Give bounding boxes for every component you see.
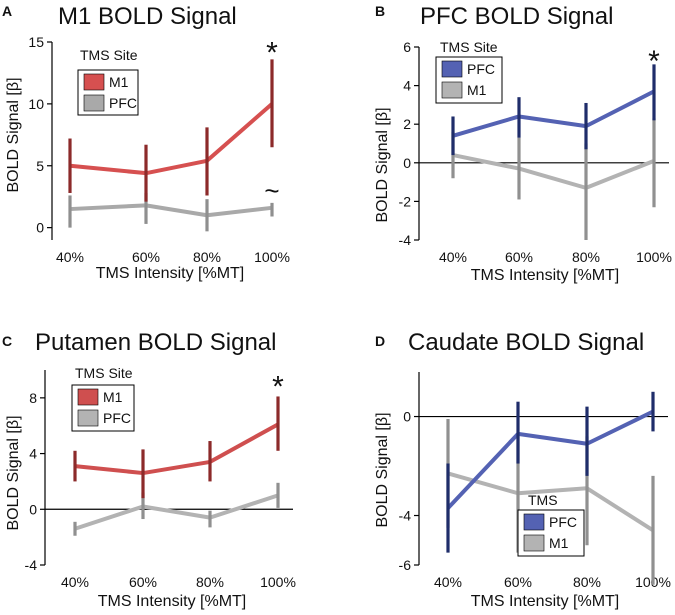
y-tick-label-d-2: 0 — [403, 409, 411, 425]
x-axis-label-a: TMS Intensity [%MT] — [96, 265, 244, 282]
legend-label-a-pfc: PFC — [109, 95, 137, 111]
series-line-d-pfc — [446, 409, 654, 510]
y-tick-label-b-2: 0 — [403, 155, 411, 171]
y-tick-label-c-3: 8 — [29, 390, 37, 406]
panel-letter-c: C — [2, 333, 12, 349]
panel-title-d: Caudate BOLD Signal — [408, 329, 644, 356]
y-tick-label-a-2: 10 — [28, 96, 44, 112]
y-axis-label-d: BOLD Signal [β] — [374, 412, 391, 527]
x-tick-label-a-2: 80% — [193, 249, 221, 265]
series-line-c-m1 — [74, 422, 279, 476]
y-tick-label-c-1: 0 — [29, 501, 37, 517]
y-tick-label-b-5: 6 — [403, 39, 411, 55]
panel-title-c: Putamen BOLD Signal — [35, 329, 276, 356]
annotation-a-star: * — [266, 36, 278, 69]
legend-swatch-c-pfc — [77, 409, 99, 427]
x-tick-label-a-3: 100% — [254, 249, 290, 265]
legend-c: TMS Site M1 PFC — [71, 365, 135, 432]
y-tick-label-a-1: 5 — [36, 158, 44, 174]
series-line-b-m1 — [452, 153, 655, 190]
series-line-d-m1 — [447, 471, 655, 533]
series-line-c-pfc — [74, 493, 279, 531]
panel-letter-b: B — [375, 3, 385, 19]
x-axis-label-b: TMS Intensity [%MT] — [471, 267, 619, 284]
panel-a-m1-bold: A M1 BOLD Signal BOLD Signal [β] TMS Int… — [2, 3, 290, 282]
y-axis-label-a: BOLD Signal [β] — [5, 77, 22, 192]
legend-swatch-b-pfc — [441, 60, 463, 78]
legend-label-a-m1: M1 — [109, 74, 129, 90]
x-axis-label-d: TMS Intensity [%MT] — [471, 593, 619, 610]
legend-label-b-m1: M1 — [467, 82, 487, 98]
panel-c-putamen-bold: C Putamen BOLD Signal BOLD Signal [β] TM… — [2, 329, 296, 610]
x-tick-label-d-2: 80% — [573, 574, 601, 590]
annotation-b-star: * — [648, 45, 660, 78]
x-tick-label-b-1: 60% — [505, 249, 533, 265]
series-line-a-m1 — [69, 102, 274, 176]
x-tick-label-b-2: 80% — [572, 249, 600, 265]
legend-swatch-d-m1 — [523, 534, 545, 552]
legend-title-c: TMS Site — [75, 365, 133, 381]
panel-title-a: M1 BOLD Signal — [58, 3, 237, 30]
series-line-b-pfc — [452, 89, 655, 138]
y-tick-label-c-0: -4 — [25, 557, 38, 573]
y-tick-label-b-3: 2 — [403, 116, 411, 132]
x-tick-label-c-3: 100% — [260, 574, 296, 590]
x-tick-label-d-1: 60% — [504, 574, 532, 590]
y-axis-label-c: BOLD Signal [β] — [5, 415, 22, 530]
x-tick-label-c-0: 40% — [61, 574, 89, 590]
y-tick-label-a-0: 0 — [36, 220, 44, 236]
panel-letter-d: D — [375, 333, 385, 349]
x-tick-label-a-0: 40% — [56, 249, 84, 265]
x-tick-label-a-1: 60% — [132, 249, 160, 265]
legend-a: TMS Site M1 PFC — [77, 47, 139, 116]
annotation-a-tilde: ~ — [264, 176, 279, 206]
y-tick-label-b-0: -4 — [399, 232, 412, 248]
y-tick-label-d-0: -6 — [399, 557, 412, 573]
plot-area-a: 0 5 10 15 40% 60% 80% 100% * ~ — [28, 34, 289, 265]
legend-label-c-pfc: PFC — [103, 410, 131, 426]
y-tick-label-a-3: 15 — [28, 34, 44, 50]
plot-area-b: -4 -2 0 2 4 6 40% 60% 80% 100% * — [399, 39, 672, 265]
legend-title-a: TMS Site — [80, 47, 138, 63]
legend-swatch-a-pfc — [83, 94, 105, 112]
y-axis-label-b: BOLD Signal [β] — [374, 107, 391, 222]
x-tick-label-d-0: 40% — [434, 574, 462, 590]
y-tick-label-b-4: 4 — [403, 78, 411, 94]
panel-letter-a: A — [2, 3, 12, 19]
legend-swatch-c-m1 — [77, 388, 99, 406]
legend-b: TMS Site PFC M1 — [435, 39, 503, 104]
legend-swatch-d-pfc — [523, 513, 545, 531]
panel-b-pfc-bold: B PFC BOLD Signal BOLD Signal [β] TMS In… — [374, 3, 672, 284]
legend-label-c-m1: M1 — [103, 389, 123, 405]
x-axis-label-c: TMS Intensity [%MT] — [98, 593, 246, 610]
x-tick-label-c-1: 60% — [129, 574, 157, 590]
legend-swatch-a-m1 — [83, 73, 105, 91]
series-line-a-pfc — [69, 203, 273, 218]
legend-title-b: TMS Site — [440, 39, 498, 55]
legend-label-d-pfc: PFC — [549, 514, 577, 530]
legend-swatch-b-m1 — [441, 81, 463, 99]
y-tick-label-d-1: -4 — [399, 508, 412, 524]
legend-label-d-m1: M1 — [549, 535, 569, 551]
plot-area-c: -4 0 4 8 40% 60% 80% 100% * — [25, 370, 296, 590]
annotation-c-star: * — [272, 370, 284, 403]
y-tick-label-b-1: -2 — [399, 193, 412, 209]
x-tick-label-b-0: 40% — [439, 249, 467, 265]
panel-title-b: PFC BOLD Signal — [420, 3, 613, 30]
legend-title-d: TMS — [528, 492, 558, 508]
legend-label-b-pfc: PFC — [467, 61, 495, 77]
y-tick-label-c-2: 4 — [29, 446, 37, 462]
panel-d-caudate-bold: D Caudate BOLD Signal BOLD Signal [β] TM… — [374, 329, 671, 610]
x-tick-label-c-2: 80% — [196, 574, 224, 590]
legend-d: TMS PFC M1 — [517, 492, 585, 557]
x-tick-label-b-3: 100% — [636, 249, 672, 265]
